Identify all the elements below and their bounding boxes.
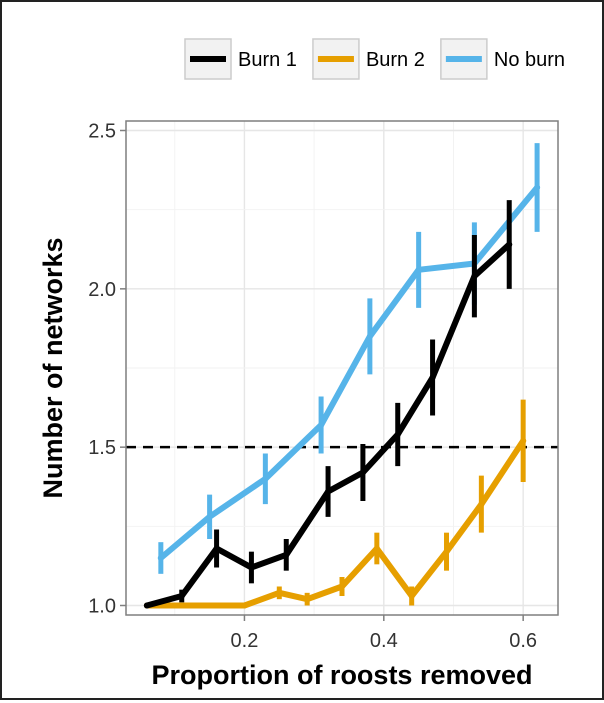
data-point <box>304 596 311 603</box>
legend-label: No burn <box>494 49 565 71</box>
x-tick-label: 0.4 <box>370 630 398 652</box>
series-burn-1 <box>143 200 513 609</box>
data-point <box>443 548 450 555</box>
plot-series <box>126 143 558 609</box>
series-line-burn-2 <box>143 437 527 609</box>
y-tick-label: 1.5 <box>88 437 116 459</box>
data-point <box>206 513 213 520</box>
series-line-no-burn <box>157 184 541 561</box>
data-point <box>471 273 478 280</box>
data-point <box>394 431 401 438</box>
data-point <box>318 422 325 428</box>
plot-frame <box>125 120 559 616</box>
data-point <box>248 564 255 571</box>
data-point <box>520 437 527 444</box>
data-point <box>415 266 422 273</box>
y-tick-label: 2.5 <box>88 121 116 143</box>
data-point <box>178 593 185 599</box>
data-point <box>178 602 185 609</box>
data-point <box>213 602 220 609</box>
data-point <box>534 184 541 191</box>
legend-label: Burn 2 <box>366 49 425 71</box>
chart-legend: Burn 1 Burn 2 No burn <box>184 38 565 80</box>
legend-label: Burn 1 <box>238 49 297 71</box>
data-point <box>241 602 248 609</box>
data-point <box>283 551 290 558</box>
data-point <box>276 589 283 596</box>
data-point <box>359 469 366 476</box>
x-tick-label: 0.6 <box>509 630 537 652</box>
legend-item-burn-1: Burn 1 <box>184 38 297 80</box>
legend-item-burn-2: Burn 2 <box>312 38 425 80</box>
data-point <box>478 501 485 508</box>
plot-axes: 0.2 0.4 0.6 1.0 1.5 2.0 2.5 <box>88 121 537 653</box>
y-axis-label: Number of networks <box>38 237 68 498</box>
series-burn-2 <box>143 399 527 609</box>
data-point <box>325 488 332 495</box>
series-line-burn-1 <box>143 241 513 609</box>
data-point <box>262 475 269 482</box>
data-point <box>408 593 415 599</box>
x-axis-label: Proportion of roosts removed <box>151 660 532 690</box>
data-point <box>506 241 513 248</box>
y-tick-label: 2.0 <box>88 279 116 301</box>
data-point <box>143 602 150 609</box>
data-point <box>339 583 345 590</box>
y-tick-label: 1.0 <box>88 596 116 618</box>
plot-grid <box>126 121 558 615</box>
data-point <box>157 555 164 561</box>
data-point <box>373 545 380 552</box>
legend-item-no-burn: No burn <box>440 38 565 80</box>
data-point <box>366 333 373 340</box>
data-point <box>213 545 220 552</box>
data-point <box>429 374 436 381</box>
x-tick-label: 0.2 <box>231 630 259 652</box>
